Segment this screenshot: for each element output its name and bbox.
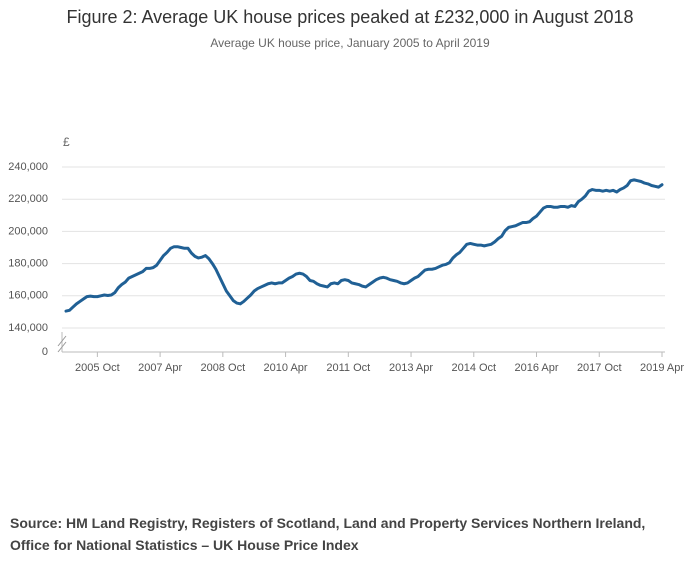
y-tick-label: 240,000: [8, 161, 48, 173]
y-tick-label: 200,000: [8, 225, 48, 237]
x-tick-label: 2017 Oct: [577, 362, 622, 374]
axis-break: [57, 335, 67, 353]
x-tick-label: 2016 Apr: [515, 362, 559, 374]
y-axis-label: £: [63, 135, 70, 149]
y-tick-label: 140,000: [8, 322, 48, 334]
x-tick-label: 2011 Oct: [326, 362, 370, 374]
chart-title: Figure 2: Average UK house prices peaked…: [66, 7, 633, 27]
x-tick-label: 2010 Apr: [264, 362, 308, 374]
chart: Figure 2: Average UK house prices peaked…: [8, 7, 684, 374]
x-tick-label: 2014 Oct: [451, 362, 496, 374]
x-tick-label: 2013 Apr: [389, 362, 433, 374]
y-tick-label: 0: [42, 346, 48, 358]
x-tick-label: 2019 Apr: [640, 362, 684, 374]
x-tick-label: 2007 Apr: [138, 362, 182, 374]
price-line: [64, 178, 664, 313]
y-tick-label: 160,000: [8, 290, 48, 302]
source-note: Source: HM Land Registry, Registers of S…: [10, 515, 646, 553]
x-tick-label: 2008 Oct: [201, 362, 246, 374]
y-tick-label: 220,000: [8, 193, 48, 205]
x-tick-label: 2005 Oct: [75, 362, 120, 374]
y-tick-label: 180,000: [8, 258, 48, 270]
chart-subtitle: Average UK house price, January 2005 to …: [210, 36, 490, 50]
